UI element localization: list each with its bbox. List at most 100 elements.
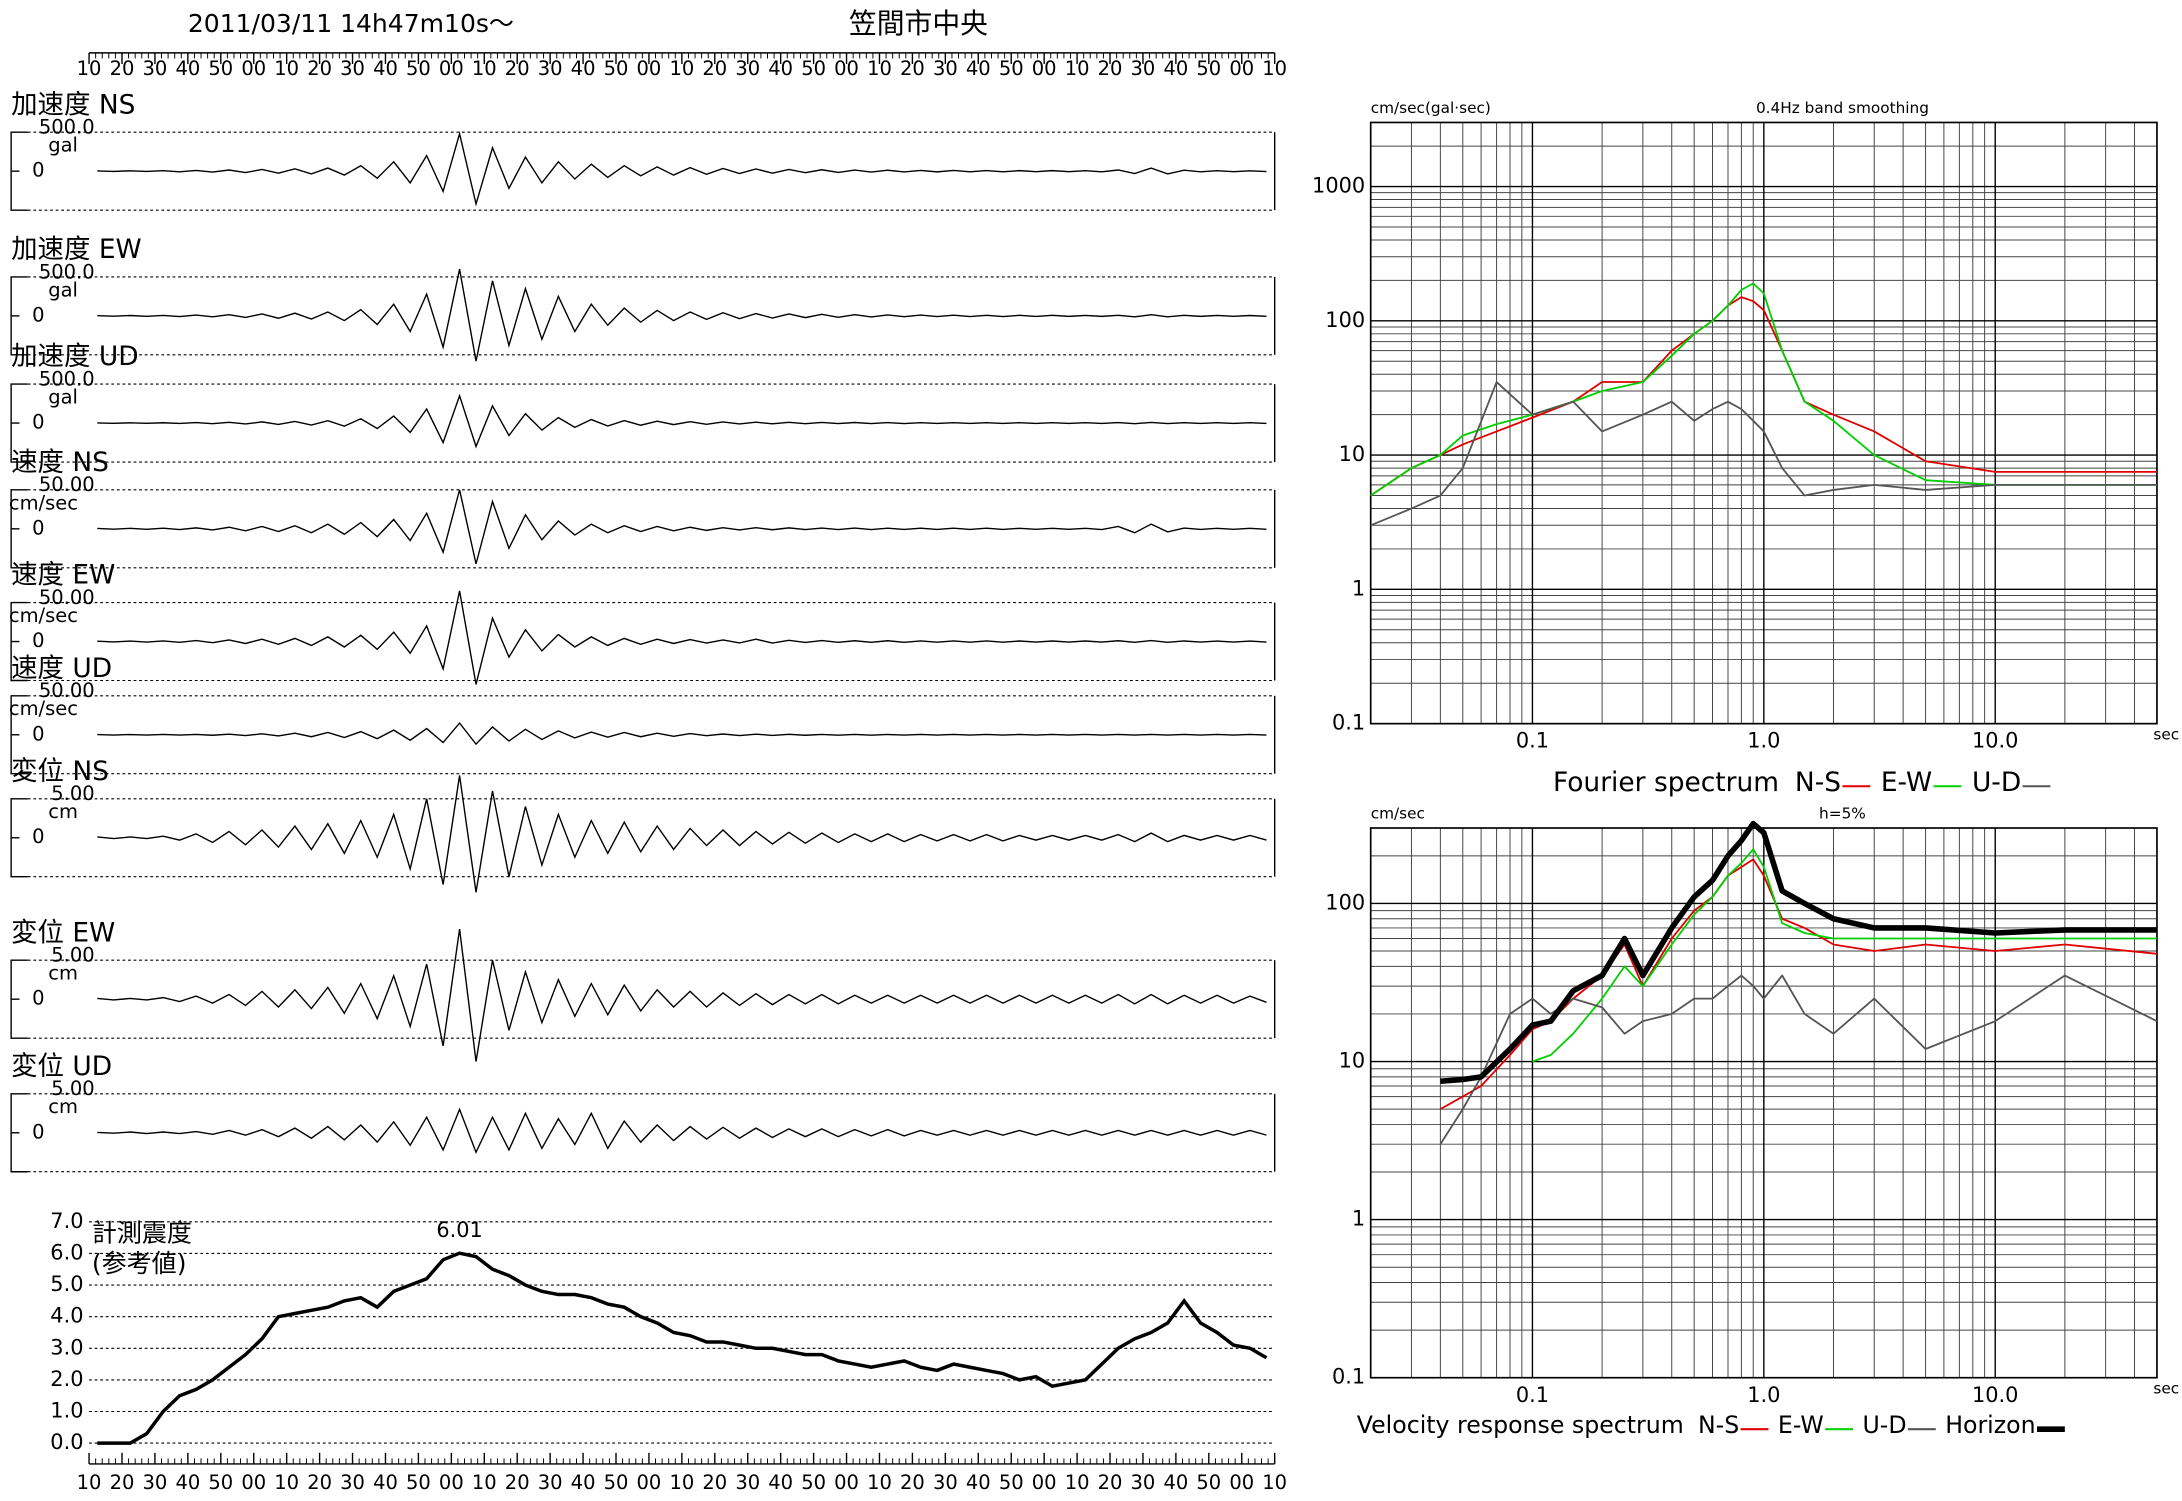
time-tick-label: 10 xyxy=(867,1471,892,1494)
y-tick-label: 100 xyxy=(1325,890,1365,914)
waveform xyxy=(97,721,1267,746)
waveform xyxy=(97,130,1267,207)
time-tick-label: 50 xyxy=(604,1471,629,1494)
time-tick-label: 00 xyxy=(241,57,266,80)
panel-label: 速度 EW xyxy=(11,560,115,591)
x-axis-label: sec xyxy=(2153,725,2179,743)
panel-label: 加速度 NS xyxy=(11,89,135,120)
time-tick-label: 00 xyxy=(439,1471,464,1494)
time-tick-label: 30 xyxy=(1131,1471,1156,1494)
chart-title: 0.4Hz band smoothing xyxy=(1756,99,1929,117)
time-tick-label: 10 xyxy=(472,57,497,80)
waveform xyxy=(97,775,1267,893)
y-tick-label: 0 xyxy=(32,987,44,1010)
x-tick-label: 1.0 xyxy=(1747,1383,1780,1407)
time-tick-label: 40 xyxy=(571,1471,596,1494)
intensity-title: 計測震度 xyxy=(92,1218,192,1247)
y-tick-label: 0 xyxy=(32,629,44,652)
panel-label: 速度 NS xyxy=(11,447,109,478)
unit-label: cm/sec xyxy=(9,697,78,720)
y-tick-label: 5.00 xyxy=(51,1077,94,1100)
time-tick-label: 20 xyxy=(1098,57,1123,80)
time-tick-label: 40 xyxy=(966,57,991,80)
y-tick-label: 0 xyxy=(32,1120,44,1143)
y-tick-label: 500.0 xyxy=(39,260,95,283)
y-tick-label: 1.0 xyxy=(50,1398,83,1422)
time-tick-label: 10 xyxy=(274,1471,299,1494)
time-tick-label: 00 xyxy=(241,1471,266,1494)
y-tick-label: 50.00 xyxy=(39,679,95,702)
y-axis-label: cm/sec(gal·sec) xyxy=(1371,99,1491,117)
time-tick-label: 10 xyxy=(1065,57,1090,80)
waveform xyxy=(97,590,1267,685)
time-tick-label: 10 xyxy=(77,1471,102,1494)
unit-label: cm/sec xyxy=(9,491,78,514)
y-tick-label: 3.0 xyxy=(50,1335,83,1359)
time-tick-label: 50 xyxy=(208,1471,233,1494)
legend-label: N-S xyxy=(1795,767,1841,798)
panel-label: 加速度 UD xyxy=(11,341,138,372)
time-tick-label: 30 xyxy=(933,1471,958,1494)
time-tick-label: 40 xyxy=(1163,1471,1188,1494)
panel-label: 変位 EW xyxy=(11,917,115,948)
unit-label: cm xyxy=(48,1095,78,1118)
time-tick-label: 40 xyxy=(373,1471,398,1494)
time-tick-label: 10 xyxy=(669,57,694,80)
y-tick-label: 0 xyxy=(32,303,44,326)
time-tick-label: 20 xyxy=(110,57,135,80)
x-tick-label: 10.0 xyxy=(1972,729,2018,753)
time-tick-label: 30 xyxy=(340,57,365,80)
spectrum-line xyxy=(1439,974,2158,1145)
y-tick-label: 1 xyxy=(1352,576,1365,600)
y-tick-label: 50.00 xyxy=(39,586,95,609)
plot-frame xyxy=(1369,121,2158,725)
time-tick-label: 00 xyxy=(439,57,464,80)
y-tick-label: 4.0 xyxy=(50,1304,83,1328)
plot-frame xyxy=(1369,827,2158,1379)
y-tick-label: 5.00 xyxy=(51,944,94,967)
time-tick-label: 50 xyxy=(999,1471,1024,1494)
time-tick-label: 10 xyxy=(669,1471,694,1494)
time-tick-label: 20 xyxy=(505,57,530,80)
spectrum-line xyxy=(1532,848,2157,1063)
time-tick-label: 30 xyxy=(735,57,760,80)
station-name: 笠間市中央 xyxy=(849,7,988,40)
time-tick-label: 20 xyxy=(1098,1471,1123,1494)
time-tick-label: 10 xyxy=(867,57,892,80)
time-tick-label: 30 xyxy=(340,1471,365,1494)
time-tick-label: 30 xyxy=(143,1471,168,1494)
legend-label: U-D xyxy=(1862,1411,1906,1439)
y-tick-label: 50.00 xyxy=(39,473,95,496)
y-tick-label: 100 xyxy=(1325,308,1365,332)
panel-label: 変位 UD xyxy=(11,1051,112,1082)
unit-label: gal xyxy=(48,134,78,157)
time-tick-label: 50 xyxy=(1196,1471,1221,1494)
time-tick-label: 00 xyxy=(834,57,859,80)
time-tick-label: 10 xyxy=(1065,1471,1090,1494)
time-tick-label: 30 xyxy=(143,57,168,80)
time-tick-label: 20 xyxy=(110,1471,135,1494)
time-tick-label: 40 xyxy=(175,57,200,80)
intensity-curve xyxy=(97,1251,1268,1445)
time-tick-label: 10 xyxy=(1262,1471,1287,1494)
unit-label: cm xyxy=(48,962,78,985)
waveform xyxy=(97,393,1267,449)
time-tick-label: 50 xyxy=(801,1471,826,1494)
time-tick-label: 40 xyxy=(1163,57,1188,80)
time-tick-label: 50 xyxy=(999,57,1024,80)
time-tick-label: 40 xyxy=(175,1471,200,1494)
time-tick-label: 20 xyxy=(307,57,332,80)
time-tick-label: 00 xyxy=(637,57,662,80)
panel-label: 加速度 EW xyxy=(11,234,142,265)
y-tick-label: 2.0 xyxy=(50,1367,83,1391)
waveform xyxy=(97,1107,1267,1155)
legend-label: E-W xyxy=(1778,1411,1824,1439)
time-tick-label: 10 xyxy=(77,57,102,80)
y-tick-label: 0.1 xyxy=(1332,1365,1365,1389)
unit-label: gal xyxy=(48,278,78,301)
peak-annotation: 6.01 xyxy=(436,1218,482,1242)
time-tick-label: 20 xyxy=(900,1471,925,1494)
y-tick-label: 0 xyxy=(32,159,44,182)
